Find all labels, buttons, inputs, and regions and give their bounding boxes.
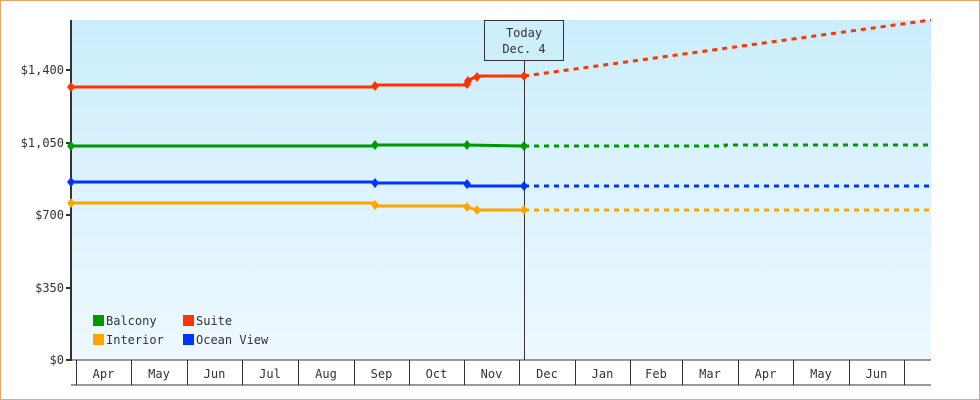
x-tick-label: Sep	[371, 367, 393, 381]
data-point-marker[interactable]	[67, 141, 75, 151]
x-tick-label: Jan	[592, 367, 614, 381]
x-tick-label: Apr	[755, 367, 777, 381]
x-tick-label: Feb	[645, 367, 667, 381]
x-axis: Apr May Jun Jul Aug Sep Oct Nov Dec Jan Feb Mar Apr M…	[71, 359, 931, 386]
y-tick-label: $350	[35, 281, 64, 295]
data-point-marker[interactable]	[67, 82, 75, 92]
legend-label: Balcony	[106, 314, 157, 328]
series-ocean-view	[67, 177, 931, 191]
x-tick-label: Aug	[315, 367, 337, 381]
data-point-marker[interactable]	[473, 205, 481, 215]
data-point-marker[interactable]	[371, 200, 379, 210]
legend-item-balcony[interactable]: Balcony	[93, 314, 157, 328]
series-suite	[67, 18, 932, 92]
data-point-marker[interactable]	[464, 76, 472, 86]
data-point-marker[interactable]	[520, 71, 528, 81]
legend-item-suite[interactable]: Suite	[183, 314, 232, 328]
today-callout	[484, 20, 564, 61]
data-point-marker[interactable]	[371, 81, 379, 91]
legend-swatch	[183, 315, 194, 326]
x-tick-label: May	[148, 367, 170, 381]
data-point-marker[interactable]	[473, 72, 481, 82]
x-tick-label: Jun	[866, 367, 888, 381]
x-tick-label: May	[810, 367, 832, 381]
legend-swatch	[93, 334, 104, 345]
legend-swatch	[183, 334, 194, 345]
y-tick-label: $700	[35, 208, 64, 222]
legend-swatch	[93, 315, 104, 326]
x-tick-label: Oct	[426, 367, 448, 381]
legend-item-interior[interactable]: Interior	[93, 333, 164, 347]
x-tick-label: Dec	[536, 367, 558, 381]
series-lines	[67, 18, 932, 215]
data-point-marker[interactable]	[520, 141, 528, 151]
data-point-marker[interactable]	[463, 179, 471, 189]
x-tick-label: Jun	[204, 367, 226, 381]
data-point-marker[interactable]	[371, 178, 379, 188]
legend-label: Ocean View	[196, 333, 269, 347]
x-tick-label: Apr	[93, 367, 115, 381]
data-point-marker[interactable]	[463, 140, 471, 150]
data-point-marker[interactable]	[67, 177, 75, 187]
data-point-marker[interactable]	[463, 202, 471, 212]
x-tick-label: Mar	[699, 367, 721, 381]
legend-item-ocean-view[interactable]: Ocean View	[183, 333, 269, 347]
today-date: Dec. 4	[502, 42, 545, 56]
today-label: Today	[506, 26, 542, 40]
data-point-marker[interactable]	[371, 140, 379, 150]
series-balcony	[67, 140, 931, 151]
y-tick-label: $1,050	[21, 136, 64, 150]
y-axis: $0 $350 $700 $1,050 $1,400	[21, 20, 72, 367]
x-tick-label: Jul	[259, 367, 281, 381]
data-point-marker[interactable]	[520, 205, 528, 215]
x-tick-label: Nov	[481, 367, 503, 381]
legend: Balcony Suite Interior Ocean View	[93, 314, 269, 347]
y-tick-label: $0	[50, 353, 64, 367]
legend-label: Suite	[196, 314, 232, 328]
data-point-marker[interactable]	[67, 198, 75, 208]
data-point-marker[interactable]	[520, 181, 528, 191]
legend-label: Interior	[106, 333, 164, 347]
plot-area	[71, 20, 931, 360]
y-tick-label: $1,400	[21, 63, 64, 77]
series-interior	[67, 198, 931, 215]
